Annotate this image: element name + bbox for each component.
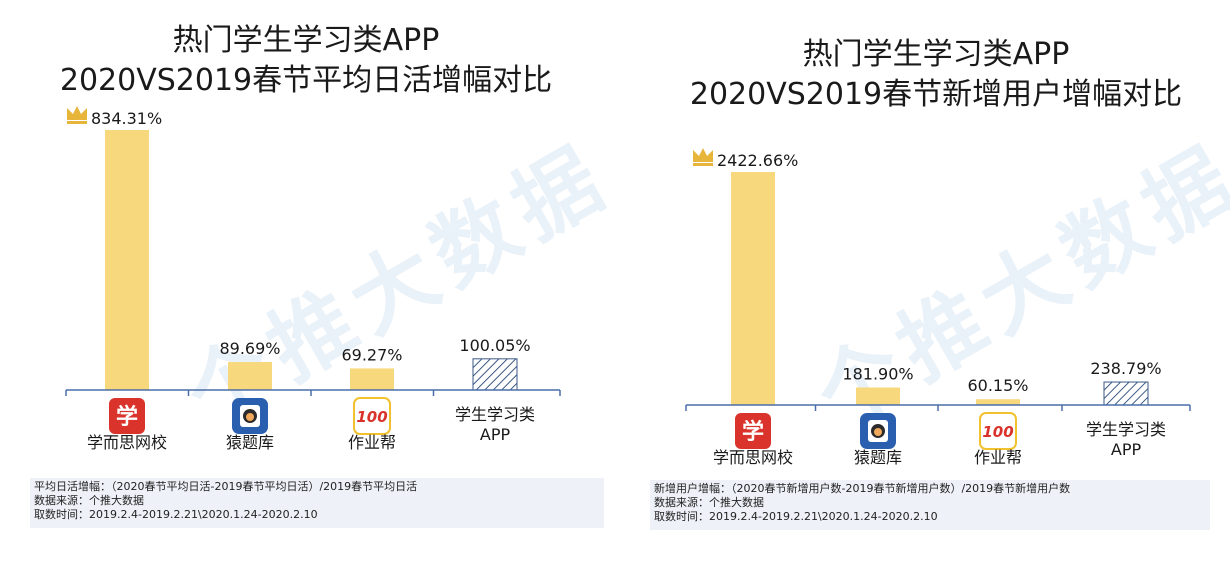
- category-label: 学而思网校: [87, 433, 167, 452]
- chart-subtitle: 2020VS2019春节新增用户增幅对比: [690, 77, 1182, 112]
- bar: [1103, 381, 1149, 406]
- data-label: 181.90%: [842, 365, 913, 384]
- data-label: 834.31%: [91, 109, 162, 128]
- bar: [731, 172, 775, 405]
- crown-base-icon: [693, 163, 713, 166]
- app-xueersi-icon: [109, 398, 145, 434]
- note-formula: 新增用户增幅：（2020春节新增用户数-2019春节新增用户数）/2019春节新…: [654, 482, 1071, 495]
- note-period: 取数时间：2019.2.4-2019.2.21\2020.1.24-2020.2…: [654, 510, 938, 523]
- note-box-left: 平均日活增幅：（2020春节平均日活-2019春节平均日活）/2019春节平均日…: [30, 478, 604, 528]
- category-label: 作业帮: [974, 448, 1022, 467]
- app-zuoyebang-icon-glyph: 100: [982, 423, 1013, 441]
- category-label: 作业帮: [348, 433, 396, 452]
- app-yuanti-icon-face-inner: [874, 428, 882, 436]
- app-zuoyebang-icon: [353, 397, 391, 435]
- data-label: 60.15%: [967, 376, 1028, 395]
- data-label: 69.27%: [341, 345, 402, 364]
- crown-base-icon: [67, 121, 87, 124]
- bar: [976, 399, 1020, 405]
- data-label: 89.69%: [219, 339, 280, 358]
- bar: [856, 387, 900, 405]
- bar: [350, 368, 394, 390]
- chart-title: 热门学生学习类APP: [173, 23, 440, 58]
- note-box-right: 新增用户增幅：（2020春节新增用户数-2019春节新增用户数）/2019春节新…: [650, 480, 1210, 530]
- data-label: 100.05%: [459, 336, 530, 355]
- app-xueersi-icon-glyph: 学: [116, 404, 138, 430]
- app-xueersi-icon: [735, 413, 771, 449]
- category-label: 学生学习类: [1086, 420, 1166, 439]
- category-label: APP: [480, 425, 511, 444]
- bar: [105, 130, 149, 390]
- category-label: 猿题库: [854, 448, 902, 467]
- bar: [472, 358, 518, 391]
- app-zuoyebang-icon: [979, 412, 1017, 450]
- chart-subtitle: 2020VS2019春节平均日活增幅对比: [60, 63, 552, 98]
- crown-icon: [693, 148, 713, 162]
- category-label: 学而思网校: [713, 448, 793, 467]
- note-formula: 平均日活增幅：（2020春节平均日活-2019春节平均日活）/2019春节平均日…: [34, 480, 418, 493]
- category-label: 学生学习类: [455, 405, 535, 424]
- app-xueersi-icon-glyph: 学: [742, 419, 764, 445]
- note-period: 取数时间：2019.2.4-2019.2.21\2020.1.24-2020.2…: [34, 508, 318, 521]
- note-source: 数据来源：个推大数据: [654, 496, 764, 509]
- category-label: APP: [1111, 440, 1142, 459]
- app-yuanti-icon-face-inner: [246, 413, 254, 421]
- note-source: 数据来源：个推大数据: [34, 494, 144, 507]
- app-zuoyebang-icon-glyph: 100: [356, 408, 387, 426]
- data-label: 2422.66%: [717, 151, 798, 170]
- bar: [228, 362, 272, 390]
- data-label: 238.79%: [1090, 359, 1161, 378]
- chart-title: 热门学生学习类APP: [803, 37, 1070, 72]
- crown-icon: [67, 106, 87, 120]
- category-label: 猿题库: [226, 433, 274, 452]
